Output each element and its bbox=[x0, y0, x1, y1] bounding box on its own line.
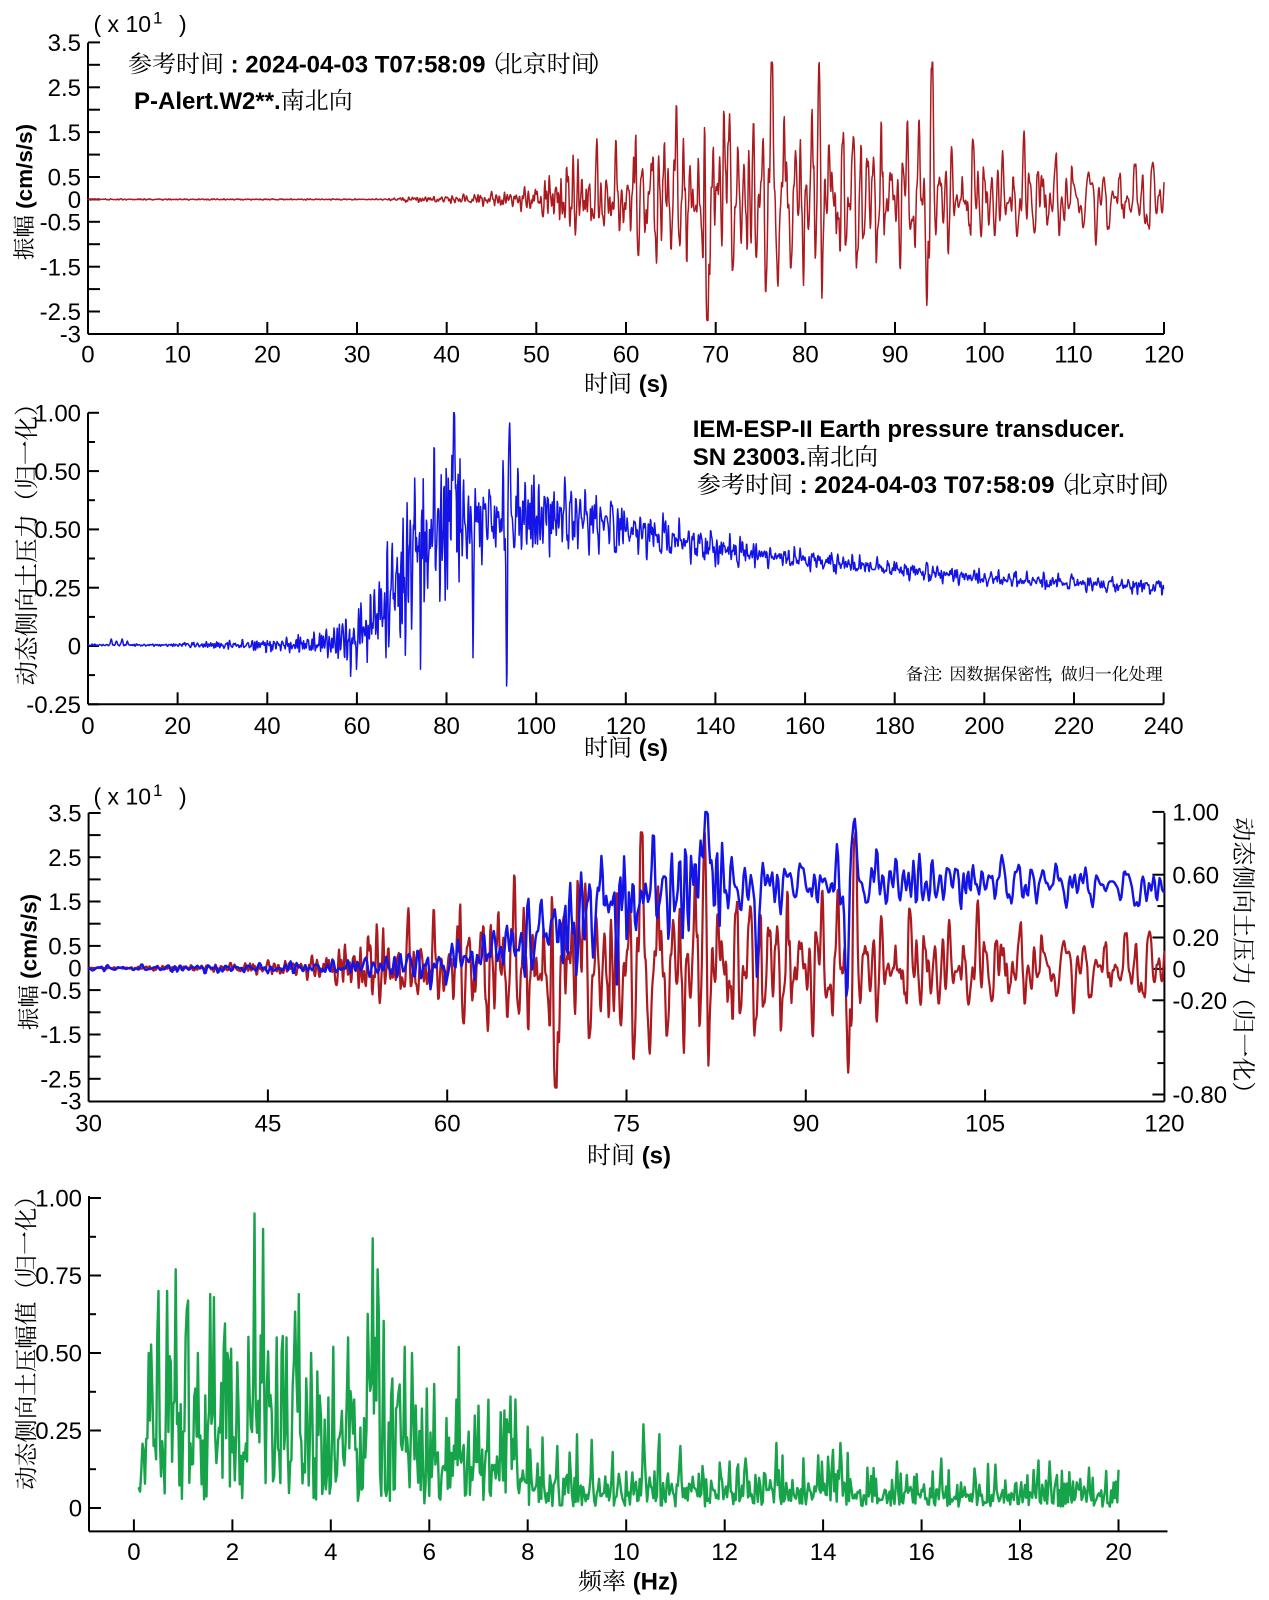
svg-text:(s): (s) bbox=[642, 1143, 671, 1170]
svg-text:10: 10 bbox=[613, 1539, 640, 1566]
svg-text:(s): (s) bbox=[639, 371, 668, 398]
svg-text:200: 200 bbox=[964, 713, 1004, 740]
svg-text:2.5: 2.5 bbox=[48, 845, 81, 872]
svg-text:100: 100 bbox=[965, 342, 1005, 369]
svg-text:140: 140 bbox=[695, 713, 735, 740]
svg-text:0: 0 bbox=[69, 1496, 82, 1523]
svg-text:0.5: 0.5 bbox=[48, 165, 81, 192]
svg-text:-0.25: -0.25 bbox=[26, 692, 81, 719]
svg-text:2024-04-03 T07:58:09: 2024-04-03 T07:58:09 bbox=[245, 51, 485, 78]
svg-text:60: 60 bbox=[613, 342, 640, 369]
svg-text:60: 60 bbox=[434, 1111, 461, 1138]
svg-text:1.00: 1.00 bbox=[35, 1186, 82, 1213]
svg-text:18: 18 bbox=[1007, 1539, 1034, 1566]
svg-text:100: 100 bbox=[516, 713, 556, 740]
svg-text:240: 240 bbox=[1144, 713, 1184, 740]
svg-text:120: 120 bbox=[1144, 342, 1184, 369]
svg-text:): ) bbox=[179, 11, 187, 37]
svg-text:110: 110 bbox=[1054, 342, 1092, 369]
svg-text:0: 0 bbox=[127, 1539, 140, 1566]
svg-text:2024-04-03 T07:58:09: 2024-04-03 T07:58:09 bbox=[814, 472, 1054, 499]
svg-text:45: 45 bbox=[255, 1111, 282, 1138]
svg-text:0: 0 bbox=[68, 956, 81, 983]
svg-text:2: 2 bbox=[226, 1539, 239, 1566]
svg-text:-0.80: -0.80 bbox=[1172, 1082, 1227, 1109]
svg-text:0: 0 bbox=[68, 634, 81, 661]
svg-text:0: 0 bbox=[68, 187, 81, 214]
svg-text:-2.5: -2.5 bbox=[40, 1067, 81, 1094]
svg-text:8: 8 bbox=[521, 1539, 534, 1566]
svg-text:105: 105 bbox=[965, 1111, 1005, 1138]
svg-text:16: 16 bbox=[908, 1539, 935, 1566]
svg-text:20: 20 bbox=[1105, 1539, 1132, 1566]
svg-text:12: 12 bbox=[711, 1539, 738, 1566]
svg-text:1: 1 bbox=[153, 781, 162, 800]
svg-text:0.25: 0.25 bbox=[35, 1418, 82, 1445]
svg-text:IEM-ESP-II Earth pressure tran: IEM-ESP-II Earth pressure transducer. bbox=[693, 416, 1125, 443]
svg-text:0.50: 0.50 bbox=[34, 459, 81, 486]
svg-text:0.25: 0.25 bbox=[34, 575, 81, 602]
svg-text:60: 60 bbox=[344, 713, 371, 740]
svg-text:2.5: 2.5 bbox=[48, 75, 81, 102]
svg-text:-2.5: -2.5 bbox=[40, 299, 81, 326]
svg-text:(cm/s/s): (cm/s/s) bbox=[17, 894, 42, 979]
svg-text:40: 40 bbox=[254, 713, 281, 740]
svg-text:0: 0 bbox=[81, 342, 94, 369]
svg-text:-3: -3 bbox=[60, 322, 81, 349]
svg-text:0.50: 0.50 bbox=[34, 517, 81, 544]
svg-text:0.60: 0.60 bbox=[1172, 862, 1219, 889]
svg-text:( x 10: ( x 10 bbox=[94, 784, 152, 810]
svg-text:220: 220 bbox=[1054, 713, 1094, 740]
svg-text:10: 10 bbox=[164, 342, 191, 369]
svg-text::: : bbox=[224, 51, 245, 78]
svg-text:1.5: 1.5 bbox=[48, 889, 81, 916]
svg-text:90: 90 bbox=[793, 1111, 820, 1138]
svg-text:14: 14 bbox=[810, 1539, 837, 1566]
svg-text:30: 30 bbox=[344, 342, 371, 369]
svg-text:-0.5: -0.5 bbox=[40, 210, 81, 237]
svg-text:(s): (s) bbox=[639, 735, 668, 762]
svg-text:-1.5: -1.5 bbox=[40, 254, 81, 281]
svg-text:70: 70 bbox=[702, 342, 729, 369]
svg-text:40: 40 bbox=[433, 342, 460, 369]
svg-text:50: 50 bbox=[523, 342, 550, 369]
svg-text:0.75: 0.75 bbox=[35, 1263, 82, 1290]
svg-text:(cm/s/s): (cm/s/s) bbox=[12, 124, 37, 209]
svg-text:120: 120 bbox=[606, 713, 646, 740]
svg-text:80: 80 bbox=[792, 342, 819, 369]
svg-text:0.50: 0.50 bbox=[35, 1341, 82, 1368]
svg-text:1.00: 1.00 bbox=[1172, 800, 1219, 827]
svg-text:SN 23003.: SN 23003. bbox=[693, 444, 806, 471]
svg-text:180: 180 bbox=[875, 713, 915, 740]
svg-text:90: 90 bbox=[882, 342, 909, 369]
svg-text:4: 4 bbox=[324, 1539, 337, 1566]
svg-text:1.00: 1.00 bbox=[34, 401, 81, 428]
svg-text:0: 0 bbox=[81, 713, 94, 740]
svg-text:75: 75 bbox=[613, 1111, 640, 1138]
svg-text:1.5: 1.5 bbox=[48, 120, 81, 147]
svg-text:0.20: 0.20 bbox=[1172, 925, 1219, 952]
svg-text:80: 80 bbox=[433, 713, 460, 740]
svg-text:-0.20: -0.20 bbox=[1172, 988, 1227, 1015]
svg-text:(Hz): (Hz) bbox=[633, 1569, 678, 1596]
svg-text:20: 20 bbox=[254, 342, 281, 369]
svg-text:3.5: 3.5 bbox=[48, 801, 81, 828]
svg-text:-3: -3 bbox=[60, 1089, 81, 1116]
svg-text::: : bbox=[793, 472, 814, 499]
svg-text:20: 20 bbox=[164, 713, 191, 740]
svg-text:3.5: 3.5 bbox=[48, 30, 81, 57]
svg-text:1: 1 bbox=[153, 9, 162, 28]
svg-text:-0.5: -0.5 bbox=[40, 978, 81, 1005]
svg-text:160: 160 bbox=[785, 713, 825, 740]
svg-text:P-Alert.W2**.: P-Alert.W2**. bbox=[134, 88, 281, 115]
svg-text:): ) bbox=[179, 784, 187, 810]
svg-text:0: 0 bbox=[1172, 957, 1185, 984]
svg-text:0.5: 0.5 bbox=[48, 934, 81, 961]
svg-text:( x 10: ( x 10 bbox=[94, 11, 152, 37]
svg-text:6: 6 bbox=[423, 1539, 436, 1566]
svg-text:-1.5: -1.5 bbox=[40, 1022, 81, 1049]
svg-text:120: 120 bbox=[1144, 1111, 1184, 1138]
svg-text:30: 30 bbox=[75, 1111, 102, 1138]
